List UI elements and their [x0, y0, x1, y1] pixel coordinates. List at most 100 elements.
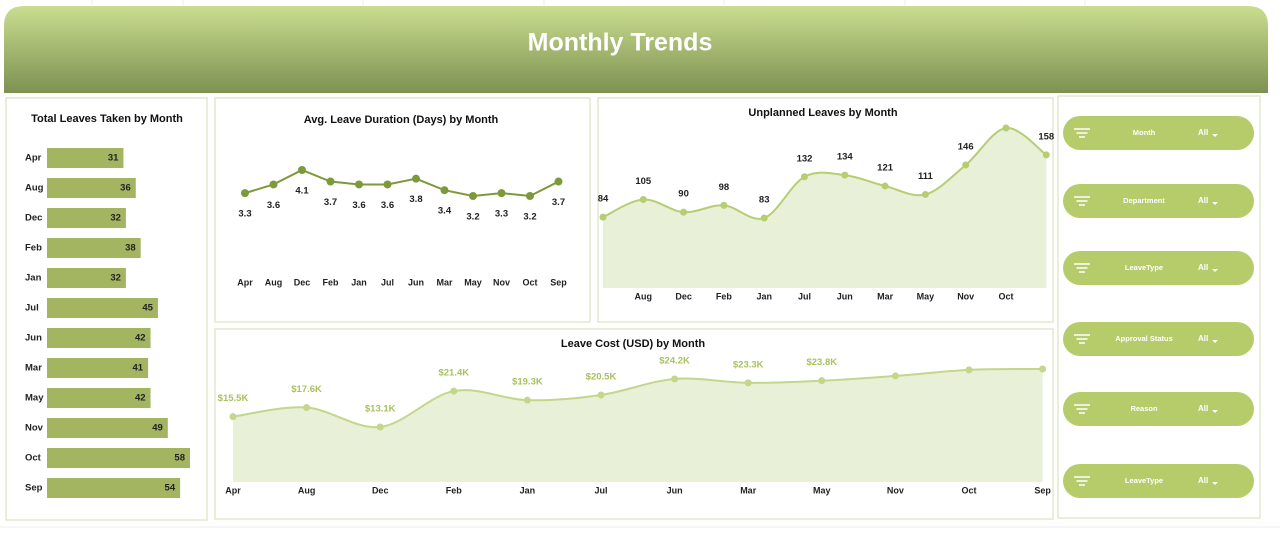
- y-tick-label: Apr: [25, 153, 42, 164]
- slicer-button[interactable]: [1063, 116, 1254, 150]
- chart-title: Avg. Leave Duration (Days) by Month: [304, 114, 499, 126]
- point: [597, 391, 605, 399]
- y-tick-label: May: [25, 393, 44, 404]
- dropdown-caret: [1212, 410, 1218, 413]
- point: [450, 387, 458, 395]
- data-label: 3.2: [523, 212, 536, 223]
- data-label: 83: [759, 195, 770, 206]
- dropdown-caret: [1212, 269, 1218, 272]
- bar: [47, 358, 149, 378]
- y-tick-label: Oct: [25, 453, 42, 464]
- slicer-button[interactable]: [1063, 184, 1254, 218]
- bar: [47, 328, 151, 348]
- data-label: $20.5K: [586, 371, 617, 382]
- point: [744, 379, 752, 387]
- data-label: $15.5K: [218, 393, 249, 404]
- x-tick-label: Jun: [408, 277, 424, 287]
- slicer-label: LeaveType: [1125, 263, 1163, 272]
- slicer-button[interactable]: [1063, 464, 1254, 498]
- dropdown-caret: [1212, 482, 1218, 485]
- bar: [47, 418, 168, 438]
- area: [603, 127, 1047, 288]
- x-tick-label: Jul: [381, 277, 394, 287]
- bar: [47, 148, 124, 168]
- point: [376, 423, 384, 431]
- data-label: 3.8: [409, 194, 422, 205]
- x-tick-label: Jan: [520, 485, 536, 495]
- point: [720, 201, 728, 209]
- slicer-panel: [1057, 95, 1261, 519]
- x-tick-label: Oct: [998, 291, 1013, 301]
- slicer[interactable]: Department All: [1063, 184, 1254, 218]
- point: [526, 192, 534, 200]
- slicer[interactable]: Approval Status All: [1063, 322, 1254, 356]
- x-tick-label: May: [813, 485, 831, 495]
- data-label: 84: [598, 194, 609, 205]
- y-tick-label: Jan: [25, 273, 42, 284]
- x-tick-label: Jul: [594, 485, 607, 495]
- x-tick-label: May: [917, 291, 935, 301]
- data-label: $19.3K: [512, 377, 543, 388]
- y-tick-label: Nov: [25, 423, 44, 434]
- x-tick-label: Feb: [322, 277, 339, 287]
- slicer-button[interactable]: [1063, 251, 1254, 285]
- y-tick-label: Jul: [25, 303, 39, 314]
- x-tick-label: Mar: [740, 485, 757, 495]
- slicer[interactable]: LeaveType All: [1063, 464, 1254, 498]
- x-tick-label: Feb: [716, 291, 733, 301]
- x-tick-label: Sep: [1034, 485, 1051, 495]
- slicer-button[interactable]: [1063, 322, 1254, 356]
- slicer-value: All: [1198, 334, 1208, 343]
- data-label: 90: [678, 189, 689, 200]
- data-label: $23.3K: [733, 359, 764, 370]
- bar: [47, 238, 141, 258]
- slicer[interactable]: Reason All: [1063, 392, 1254, 426]
- data-label: 42: [135, 333, 146, 344]
- slicer-value: All: [1198, 263, 1208, 272]
- bar: [47, 178, 136, 198]
- point: [1002, 124, 1010, 132]
- line: [244, 168, 559, 198]
- x-tick-label: Sep: [550, 277, 567, 287]
- data-label: 98: [719, 182, 730, 193]
- x-tick-label: Mar: [877, 291, 894, 301]
- data-label: 3.6: [381, 200, 394, 211]
- slicer-value: All: [1198, 196, 1208, 205]
- data-label: 3.7: [324, 197, 337, 208]
- x-tick-label: Apr: [225, 485, 241, 495]
- point: [303, 404, 311, 412]
- data-label: 111: [918, 171, 934, 182]
- x-tick-label: Jul: [798, 291, 811, 301]
- point: [440, 186, 449, 195]
- chart-title: Unplanned Leaves by Month: [748, 107, 897, 119]
- data-label: 32: [110, 273, 121, 284]
- x-tick-label: Nov: [957, 291, 974, 301]
- point: [891, 372, 899, 380]
- bar: [47, 268, 126, 288]
- bar: [47, 208, 126, 228]
- x-tick-label: Jun: [837, 291, 853, 301]
- x-tick-label: Jan: [351, 277, 367, 287]
- point: [639, 195, 647, 203]
- x-tick-label: Dec: [675, 291, 692, 301]
- point: [241, 189, 249, 198]
- x-tick-label: Feb: [446, 485, 463, 495]
- chart-title: Total Leaves Taken by Month: [31, 113, 183, 125]
- y-tick-label: Mar: [25, 363, 42, 374]
- point: [298, 166, 306, 174]
- point: [355, 180, 363, 189]
- data-label: 146: [958, 142, 974, 153]
- data-label: 158: [1038, 131, 1054, 142]
- slicer[interactable]: LeaveType All: [1063, 251, 1254, 285]
- bar: [47, 298, 158, 318]
- data-label: 3.6: [352, 200, 365, 211]
- point: [1039, 365, 1047, 373]
- slicer-button[interactable]: [1063, 392, 1254, 426]
- data-label: 3.7: [552, 197, 565, 208]
- x-tick-label: Oct: [522, 277, 537, 287]
- slicer[interactable]: Month All: [1063, 116, 1254, 150]
- data-label: 132: [797, 153, 813, 164]
- x-tick-label: Jun: [667, 485, 683, 495]
